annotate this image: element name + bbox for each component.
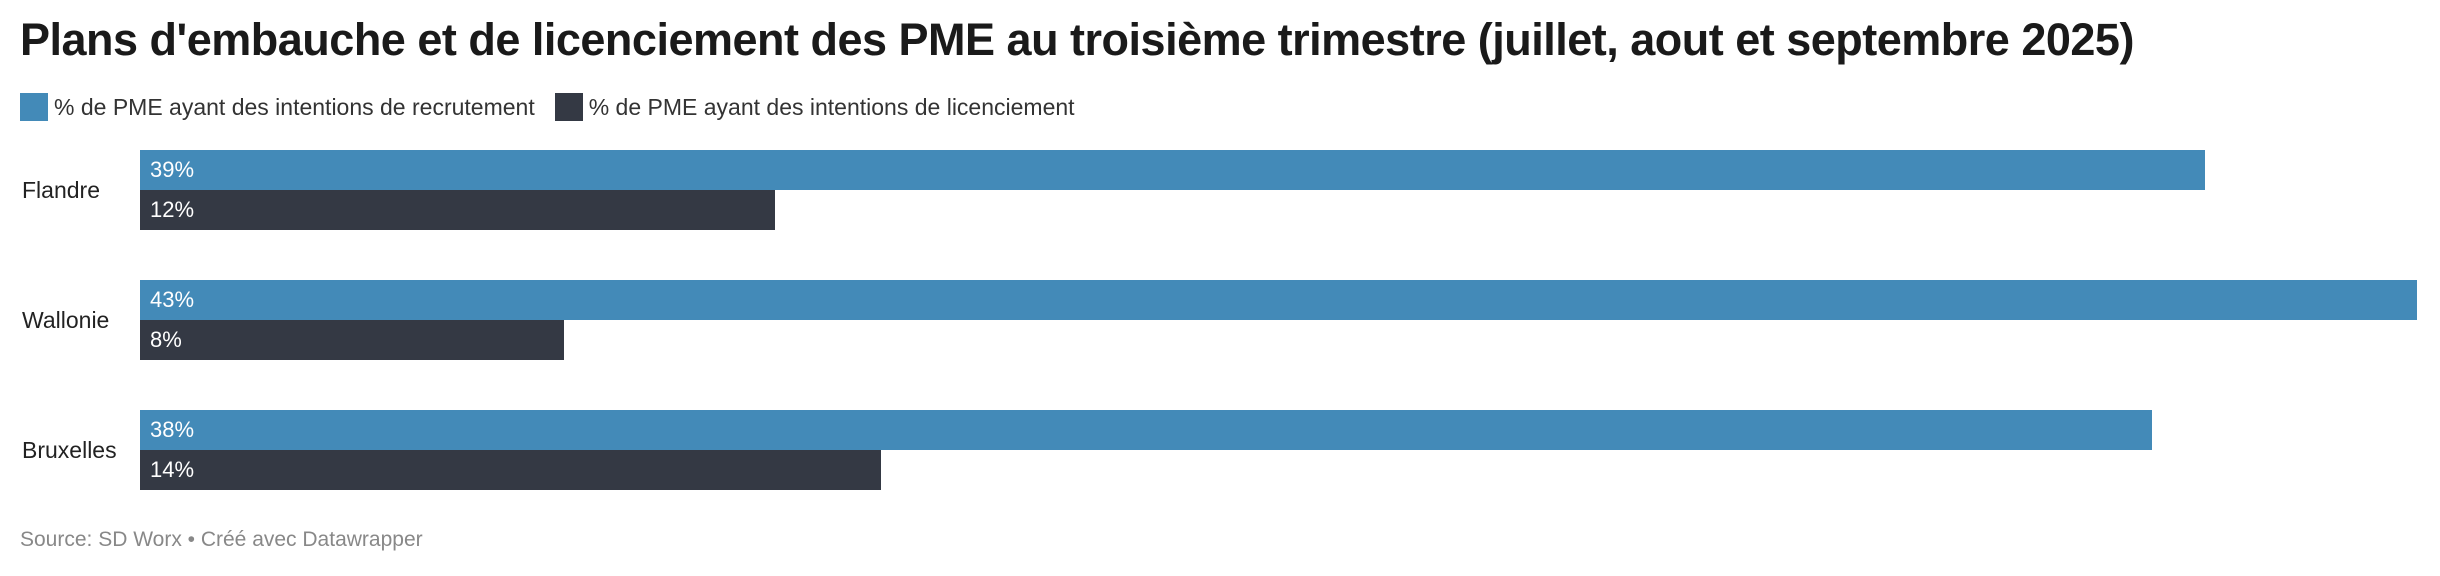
category-label-wallonie: Wallonie (22, 307, 110, 333)
bar-recruitment-flandre: 39% (140, 150, 2205, 190)
category-label-bruxelles: Bruxelles (22, 437, 117, 463)
legend: % de PME ayant des intentions de recrute… (20, 92, 1095, 122)
legend-swatch-recruitment (20, 93, 48, 121)
legend-label-layoff: % de PME ayant des intentions de licenci… (588, 93, 1075, 120)
legend-label-recruitment: % de PME ayant des intentions de recrute… (54, 93, 535, 120)
data-label-layoff-flandre: 12% (150, 197, 195, 222)
data-label-recruitment-flandre: 39% (150, 157, 195, 182)
bar-layoff-bruxelles: 14% (140, 450, 881, 490)
chart-title: Plans d'embauche et de licenciement des … (20, 14, 2134, 65)
bar-recruitment-bruxelles: 38% (140, 410, 2152, 450)
data-label-layoff-bruxelles: 14% (150, 457, 195, 482)
data-label-recruitment-wallonie: 43% (150, 287, 195, 312)
category-label-flandre: Flandre (22, 177, 100, 203)
legend-item-layoff: % de PME ayant des intentions de licenci… (554, 93, 1075, 121)
source-note: Source: SD Worx • Créé avec Datawrapper (20, 528, 423, 551)
bar-recruitment-wallonie: 43% (140, 280, 2417, 320)
legend-swatch-layoff (554, 93, 583, 121)
legend-item-recruitment: % de PME ayant des intentions de recrute… (20, 93, 535, 121)
bar-layoff-flandre: 12% (140, 190, 775, 230)
data-label-recruitment-bruxelles: 38% (150, 417, 195, 442)
bar-layoff-wallonie: 8% (140, 320, 564, 360)
data-label-layoff-wallonie: 8% (150, 327, 182, 352)
